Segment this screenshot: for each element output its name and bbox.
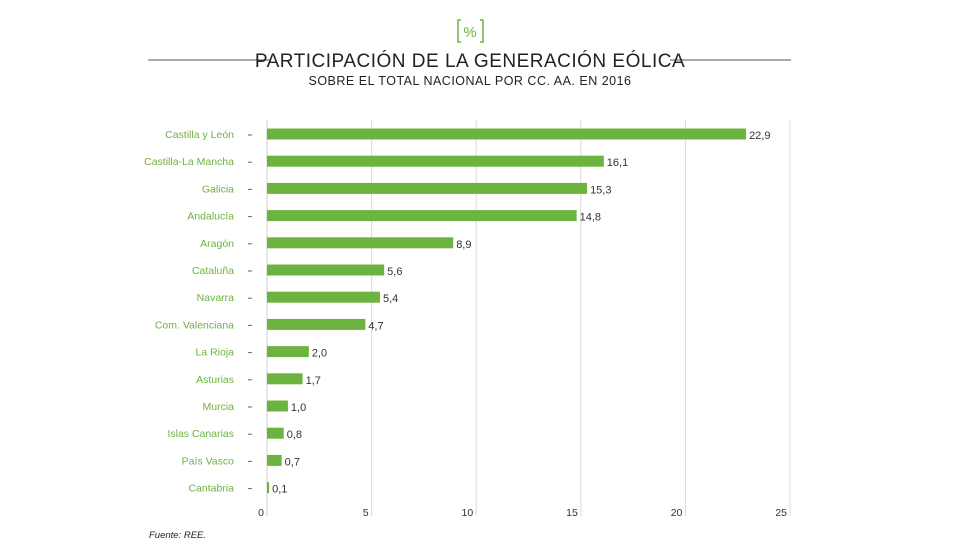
bar xyxy=(267,454,282,466)
x-tick-label: 25 xyxy=(775,507,787,519)
header: % PARTICIPACIÓN DE LA GENERACIÓN EÓLICA … xyxy=(148,19,791,88)
category-label: Andalucía xyxy=(187,211,234,223)
category-label: País Vasco xyxy=(182,455,234,467)
value-label: 2,0 xyxy=(312,348,327,360)
value-label: 4,7 xyxy=(368,320,383,332)
source-note: Fuente: REE. xyxy=(149,530,206,541)
bar xyxy=(267,182,588,194)
bar xyxy=(267,264,385,276)
value-label: 5,6 xyxy=(387,266,402,278)
category-label: Navarra xyxy=(197,292,235,304)
value-label: 14,8 xyxy=(580,212,601,224)
category-label: Castilla-La Mancha xyxy=(144,156,234,168)
category-label: Murcia xyxy=(202,401,234,413)
category-label: La Rioja xyxy=(195,347,234,359)
bar xyxy=(267,155,604,167)
bar xyxy=(267,346,309,358)
value-label: 8,9 xyxy=(456,239,471,251)
chart-title: PARTICIPACIÓN DE LA GENERACIÓN EÓLICA xyxy=(255,50,685,72)
bar xyxy=(267,482,270,494)
bar xyxy=(267,318,366,330)
bar xyxy=(267,291,380,303)
category-label: Aragón xyxy=(200,238,234,250)
value-label: 16,1 xyxy=(607,157,628,169)
value-label: 0,1 xyxy=(272,484,287,496)
x-tick-label: 20 xyxy=(671,507,683,519)
bars: Castilla y León 22,9 Castilla-La Mancha 16,… xyxy=(144,128,770,496)
bar xyxy=(267,400,288,412)
percent-icon: % xyxy=(463,24,476,41)
value-label: 15,3 xyxy=(590,184,611,196)
bar xyxy=(267,128,747,140)
category-label: Asturias xyxy=(196,374,234,386)
bar xyxy=(267,210,577,222)
bar xyxy=(267,373,303,385)
value-label: 1,0 xyxy=(291,402,306,414)
category-label: Castilla y León xyxy=(165,129,234,141)
percent-bracket-left-icon xyxy=(457,19,461,43)
chart-subtitle: SOBRE EL TOTAL NACIONAL POR CC. AA. EN 2… xyxy=(309,74,632,88)
value-label: 0,7 xyxy=(285,456,300,468)
bar xyxy=(267,427,284,439)
value-label: 5,4 xyxy=(383,293,398,305)
x-tick-label: 5 xyxy=(363,507,369,519)
x-tick-label: 15 xyxy=(566,507,578,519)
value-label: 0,8 xyxy=(287,429,302,441)
x-tick-label: 10 xyxy=(462,507,474,519)
category-label: Com. Valenciana xyxy=(155,319,234,331)
category-label: Galicia xyxy=(202,183,234,195)
category-label: Islas Canarias xyxy=(167,428,234,440)
category-label: Cataluña xyxy=(192,265,234,277)
x-tick-label: 0 xyxy=(258,507,264,519)
value-label: 1,7 xyxy=(306,375,321,387)
bar xyxy=(267,237,454,249)
percent-bracket-right-icon xyxy=(480,19,484,43)
category-label: Cantabria xyxy=(188,483,234,495)
value-label: 22,9 xyxy=(749,130,770,142)
